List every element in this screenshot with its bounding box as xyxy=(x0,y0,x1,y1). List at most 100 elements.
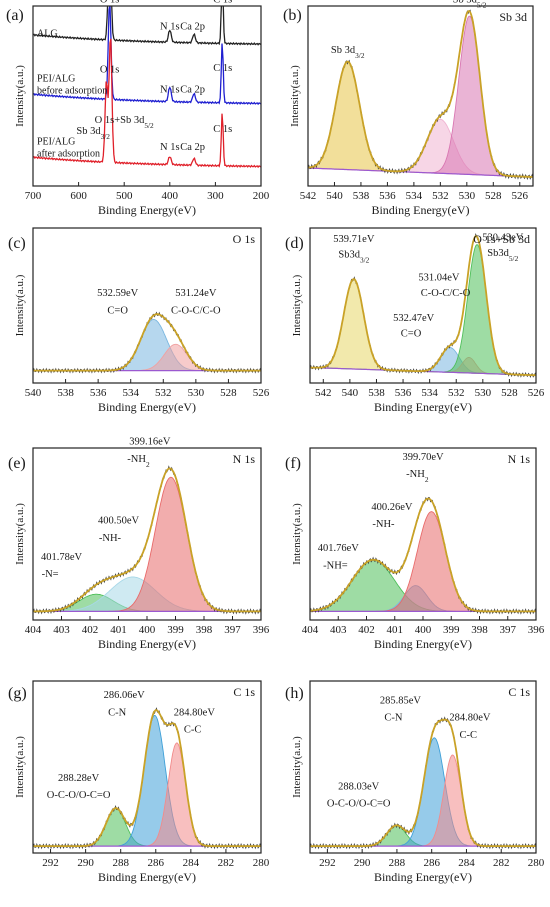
plot-area xyxy=(310,496,536,615)
x-tick-label: 290 xyxy=(77,857,94,869)
x-tick-label: 403 xyxy=(330,624,347,636)
peak-annotation-0: 286.06eV xyxy=(104,690,146,701)
panel-title: N 1s xyxy=(508,452,531,466)
peak-annotation-1: C=O xyxy=(107,305,128,316)
peak-annotation-3: C-O-C/C-O xyxy=(171,305,221,316)
panel-title: O 1s xyxy=(233,232,256,246)
series-line-0 xyxy=(33,6,261,46)
x-tick-label: 288 xyxy=(389,857,406,869)
peak-annotation-1: -NH2 xyxy=(406,469,429,484)
x-axis-label: Binding Energy(eV) xyxy=(374,400,472,414)
panel-label: (g) xyxy=(8,685,27,702)
axes-frame xyxy=(32,680,262,854)
x-tick-label: 600 xyxy=(70,190,87,202)
x-tick-label: 538 xyxy=(368,387,385,399)
peak-annotation-11: Ca 2p xyxy=(180,142,205,153)
peak-annotation-7: Sb3d5/2 xyxy=(487,248,518,263)
y-axis-label: Intensity(a.u.) xyxy=(289,65,301,127)
fit-envelope xyxy=(33,709,261,847)
fit-envelope xyxy=(310,497,536,613)
x-tick-label: 542 xyxy=(300,190,317,202)
x-tick-label: 398 xyxy=(196,624,213,636)
x-axis-label: Binding Energy(eV) xyxy=(98,870,196,884)
x-tick-label: 536 xyxy=(379,190,396,202)
panel-label: (b) xyxy=(283,7,302,24)
plot-area xyxy=(310,716,536,850)
x-tick-label: 292 xyxy=(42,857,59,869)
peak-annotation-6: Ca 2p xyxy=(180,84,205,95)
x-tick-label: 403 xyxy=(53,624,70,636)
peak-annotation-4: O 1s xyxy=(100,65,120,76)
plot-area xyxy=(33,6,261,169)
y-axis-label: Intensity(a.u.) xyxy=(14,65,26,127)
x-tick-label: 538 xyxy=(57,387,74,399)
panel-a: (a) 700 600 500 400 300 200 Binding Energy(eV) I… xyxy=(6,0,270,217)
plot-area xyxy=(33,707,261,850)
peak-annotation-3: C-C xyxy=(184,725,202,736)
peak-annotation-5: -NH= xyxy=(323,560,348,571)
x-tick-label: 540 xyxy=(25,387,42,399)
x-tick-label: 282 xyxy=(493,857,510,869)
x-axis-label: Binding Energy(eV) xyxy=(374,637,472,651)
peak-annotation-1: C-N xyxy=(108,707,127,718)
x-tick-label: 526 xyxy=(512,190,529,202)
series-name-2: PEI/ALG after adsorption xyxy=(37,137,100,160)
x-tick-label: 540 xyxy=(326,190,343,202)
peak-annotation-1: C-N xyxy=(384,713,403,724)
peak-annotation-1: -NH2 xyxy=(127,454,150,469)
panel-title: C 1s xyxy=(233,685,255,699)
y-axis-label: Intensity(a.u.) xyxy=(14,736,26,798)
peak-annotation-4: 288.03eV xyxy=(338,781,380,792)
panel-d: (d) 542 540 538 536 534 532 530 528 526 Binding En… xyxy=(285,227,545,414)
peak-annotation-1: N 1s xyxy=(160,21,180,32)
peak-annotation-5: -N= xyxy=(42,569,59,580)
x-tick-label: 396 xyxy=(528,624,545,636)
x-tick-label: 526 xyxy=(253,387,270,399)
peak-annotation-3: -NH- xyxy=(372,519,395,530)
x-tick-label: 286 xyxy=(423,857,440,869)
x-tick-label: 290 xyxy=(354,857,371,869)
panel-e: (e) 404 403 402 401 400 399 398 397 396 Binding En… xyxy=(8,437,270,651)
x-axis-label: Binding Energy(eV) xyxy=(374,870,472,884)
x-tick-label: 536 xyxy=(395,387,412,399)
peak-annotation-0: 399.16eV xyxy=(129,437,171,448)
peak-annotation-2: 400.50eV xyxy=(98,516,140,527)
x-tick-label: 404 xyxy=(302,624,319,636)
series-name-0: ALG xyxy=(37,29,58,40)
x-tick-label: 534 xyxy=(406,190,423,202)
x-tick-label: 400 xyxy=(162,190,179,202)
peak-annotation-2: Ca 2p xyxy=(180,21,205,32)
x-tick-label: 282 xyxy=(218,857,235,869)
peak-annotation-0: 399.70eV xyxy=(402,452,444,463)
x-tick-label: 532 xyxy=(432,190,449,202)
peak-annotation-2: 531.24eV xyxy=(175,288,217,299)
x-tick-label: 399 xyxy=(167,624,184,636)
fit-envelope xyxy=(33,313,261,372)
x-tick-label: 397 xyxy=(500,624,517,636)
plot-area xyxy=(33,311,261,374)
peak-annotation-7: C 1s xyxy=(213,63,232,74)
panel-c: (c) 540 538 536 534 532 530 528 526 Binding Energ… xyxy=(8,227,270,414)
y-axis-label: Intensity(a.u.) xyxy=(291,503,303,565)
panel-g: (g) 292 290 288 286 284 282 280 Binding Energy(e… xyxy=(8,680,270,884)
x-tick-label: 280 xyxy=(528,857,545,869)
x-tick-label: 404 xyxy=(25,624,42,636)
plot-area xyxy=(33,465,261,615)
x-axis-label: Binding Energy(eV) xyxy=(98,400,196,414)
x-tick-label: 399 xyxy=(443,624,460,636)
x-tick-label: 286 xyxy=(148,857,165,869)
peak-annotation-5: O-C-O/O-C=O xyxy=(327,799,391,810)
peak-annotation-3: C-C xyxy=(459,730,477,741)
axes-frame xyxy=(32,5,262,187)
x-axis-label: Binding Energy(eV) xyxy=(98,637,196,651)
x-tick-label: 284 xyxy=(183,857,200,869)
x-axis-label: Binding Energy(eV) xyxy=(98,203,196,217)
peak-annotation-0: 532.59eV xyxy=(97,288,139,299)
x-tick-label: 528 xyxy=(485,190,502,202)
x-tick-label: 401 xyxy=(387,624,404,636)
panel-label: (c) xyxy=(8,235,26,252)
x-tick-label: 530 xyxy=(459,190,476,202)
fit-component-0 xyxy=(33,319,261,372)
panel-label: (e) xyxy=(8,455,26,472)
x-tick-label: 542 xyxy=(315,387,332,399)
